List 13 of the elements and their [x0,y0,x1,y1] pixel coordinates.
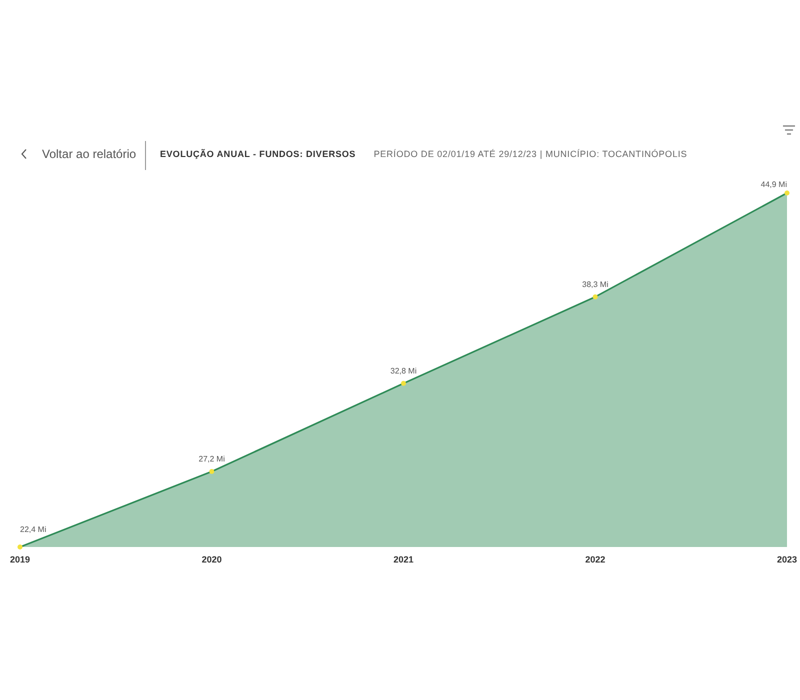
text: Voltar ao relatório [42,147,136,161]
data-label: 38,3 Mi [582,280,609,289]
x-tick-label: 2023 [776,554,798,564]
chart-title: EVOLUÇÃO ANUAL - FUNDOS: DIVERSOS [160,149,356,159]
data-label: 44,9 Mi [760,180,788,189]
x-tick-label: 2019 [10,554,30,564]
x-tick-label: 2020 [202,554,222,564]
x-tick-label: 2021 [393,554,414,564]
data-label: 22,4 Mi [20,525,46,534]
data-label: 32,8 Mi [390,366,417,376]
data-label: 27,2 Mi [198,454,226,464]
x-tick-label: 2022 [585,554,606,564]
chart-subtitle: PERÍODO DE 02/01/19 ATÉ 29/12/23 | MUNICÍPIO: TOCANTINÓPOLIS [374,149,688,159]
